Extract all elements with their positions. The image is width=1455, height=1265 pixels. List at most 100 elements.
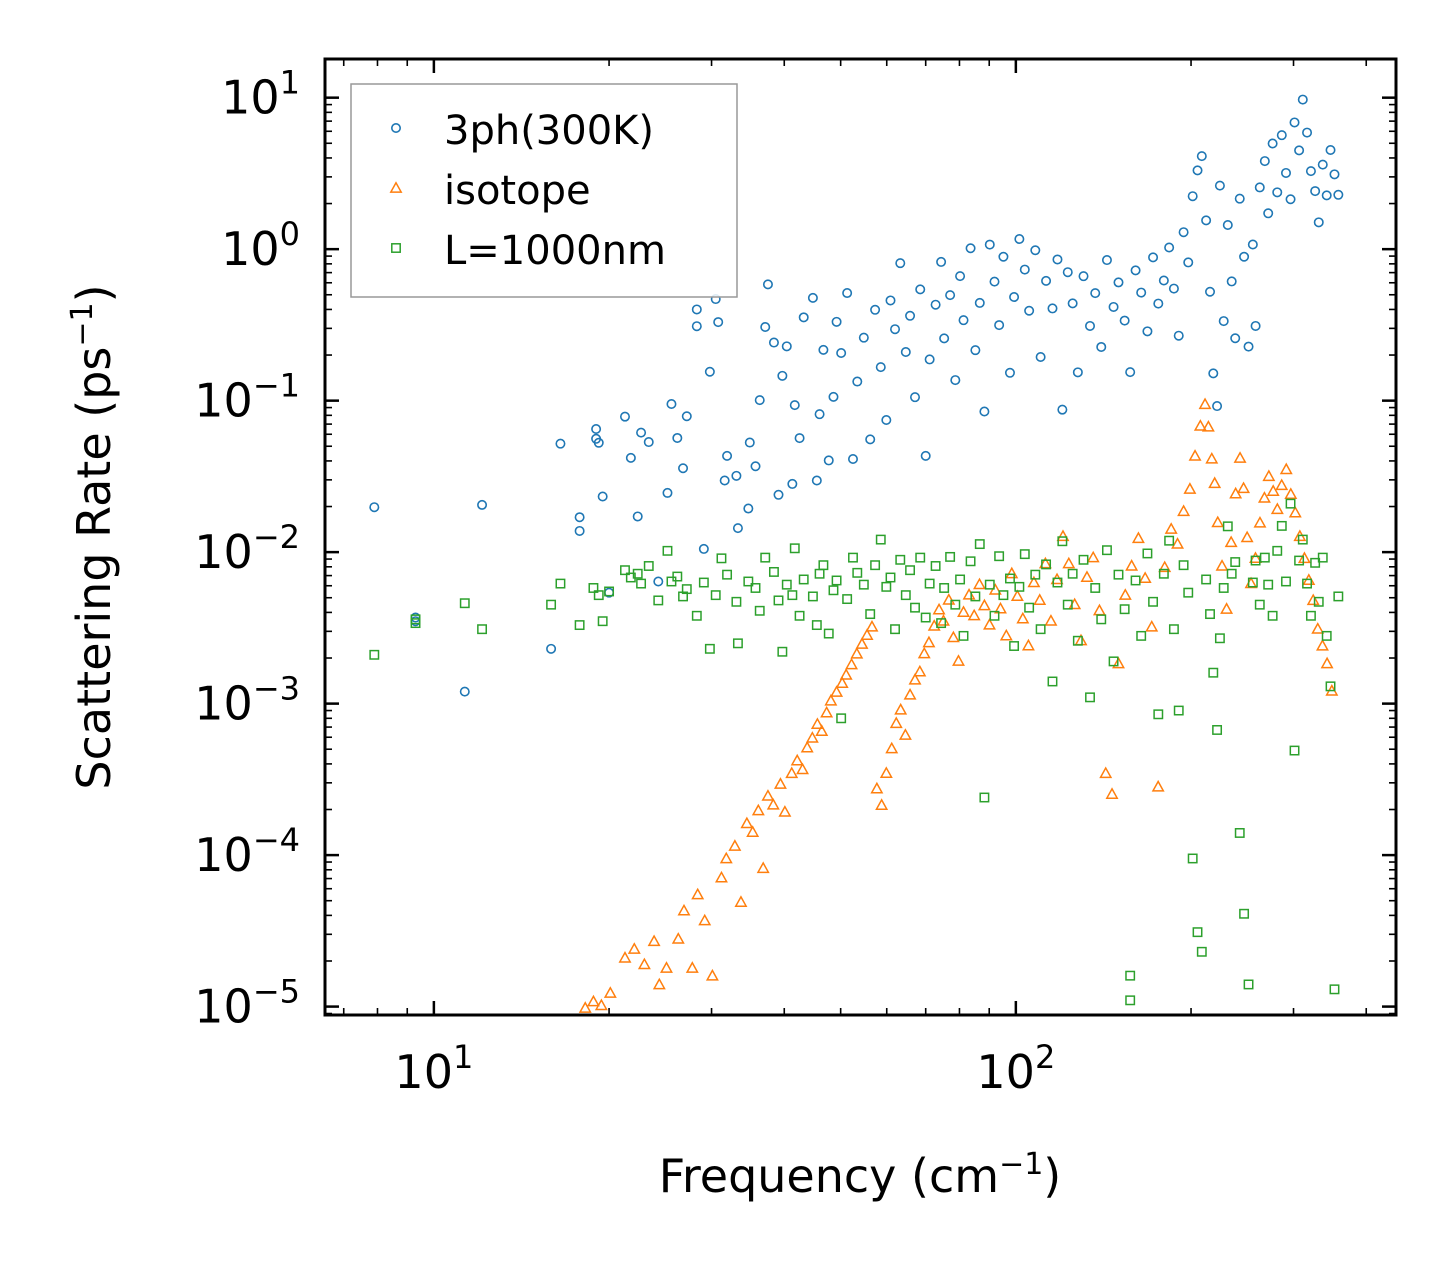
data-point <box>1305 610 1316 621</box>
data-point <box>917 646 931 659</box>
data-point <box>1262 469 1276 482</box>
data-point <box>1306 593 1320 606</box>
data-point <box>1067 298 1078 309</box>
data-point <box>756 861 770 874</box>
legend-marker <box>391 243 401 253</box>
data-point <box>1196 946 1207 957</box>
y-tick-label: 100 <box>221 215 300 276</box>
data-point <box>973 577 986 590</box>
data-point <box>574 620 585 631</box>
data-point <box>1052 577 1063 588</box>
data-point <box>761 789 775 801</box>
data-point <box>830 685 844 697</box>
data-point <box>1168 624 1179 635</box>
data-point <box>743 503 754 514</box>
data-point <box>1250 555 1261 566</box>
data-point <box>1333 591 1344 602</box>
data-point <box>704 366 715 377</box>
data-point <box>1297 94 1308 105</box>
data-point <box>1153 709 1164 720</box>
data-point <box>1315 638 1329 651</box>
data-point <box>798 574 809 585</box>
data-point <box>839 668 853 680</box>
data-point <box>1289 745 1300 756</box>
data-point <box>1035 352 1046 363</box>
data-point <box>1230 557 1241 568</box>
data-point <box>936 256 947 267</box>
major-ticks <box>325 59 1396 1015</box>
data-point <box>903 687 917 700</box>
data-point <box>751 803 765 816</box>
data-point <box>955 574 966 585</box>
data-point <box>831 316 842 327</box>
data-point <box>894 702 908 715</box>
data-point <box>842 288 853 299</box>
data-point <box>459 598 470 609</box>
data-point <box>1057 536 1068 547</box>
data-point <box>604 586 615 597</box>
data-point <box>842 594 853 605</box>
data-point <box>1233 451 1247 463</box>
data-point <box>885 295 896 306</box>
data-point <box>905 565 916 576</box>
data-point <box>958 630 969 641</box>
data-point <box>1263 579 1274 590</box>
data-point <box>865 609 876 620</box>
data-point <box>983 618 996 630</box>
data-point <box>768 337 779 348</box>
data-point <box>705 968 719 981</box>
data-point <box>773 777 787 789</box>
data-point <box>1212 401 1223 412</box>
data-point <box>698 913 712 926</box>
data-point <box>1112 656 1125 669</box>
data-point <box>974 539 985 550</box>
data-point <box>722 450 733 461</box>
data-point <box>636 578 647 589</box>
data-point <box>574 525 585 536</box>
data-point <box>1016 611 1030 624</box>
series-0 <box>369 94 1344 697</box>
data-point <box>1249 551 1262 564</box>
data-point <box>1125 995 1136 1006</box>
data-point <box>942 593 956 605</box>
series-2 <box>369 498 1344 1006</box>
data-point <box>713 317 724 328</box>
legend-marker <box>390 123 401 134</box>
data-point <box>1276 520 1287 531</box>
data-point <box>1153 298 1164 309</box>
data-point <box>889 716 903 729</box>
legend-label: isotope <box>444 168 591 214</box>
data-point <box>1192 165 1203 176</box>
data-point <box>588 583 599 593</box>
data-point <box>1151 779 1165 792</box>
data-point <box>1038 556 1052 569</box>
data-point <box>662 545 673 556</box>
data-point <box>1173 330 1184 341</box>
data-point <box>915 552 926 563</box>
data-point <box>1288 505 1302 518</box>
legend-item: 3ph(300K) <box>390 108 654 154</box>
data-point <box>1130 575 1141 586</box>
data-point <box>930 561 941 571</box>
data-point <box>691 321 702 332</box>
data-point <box>890 624 900 635</box>
data-point <box>1177 504 1191 517</box>
data-point <box>810 717 824 730</box>
data-point <box>1320 656 1334 669</box>
data-point <box>1201 574 1212 585</box>
data-point <box>1099 766 1113 779</box>
data-point <box>1085 320 1096 331</box>
data-point <box>852 376 863 387</box>
data-point <box>1113 569 1124 580</box>
data-point <box>945 551 956 562</box>
data-point <box>1234 828 1245 838</box>
data-point <box>662 487 673 498</box>
data-point <box>1041 559 1052 570</box>
data-point <box>691 304 702 315</box>
data-point <box>1281 576 1291 587</box>
data-point <box>937 614 950 626</box>
data-point <box>1253 516 1267 528</box>
data-point <box>865 434 876 445</box>
data-point <box>1101 255 1112 266</box>
data-point <box>728 839 742 851</box>
